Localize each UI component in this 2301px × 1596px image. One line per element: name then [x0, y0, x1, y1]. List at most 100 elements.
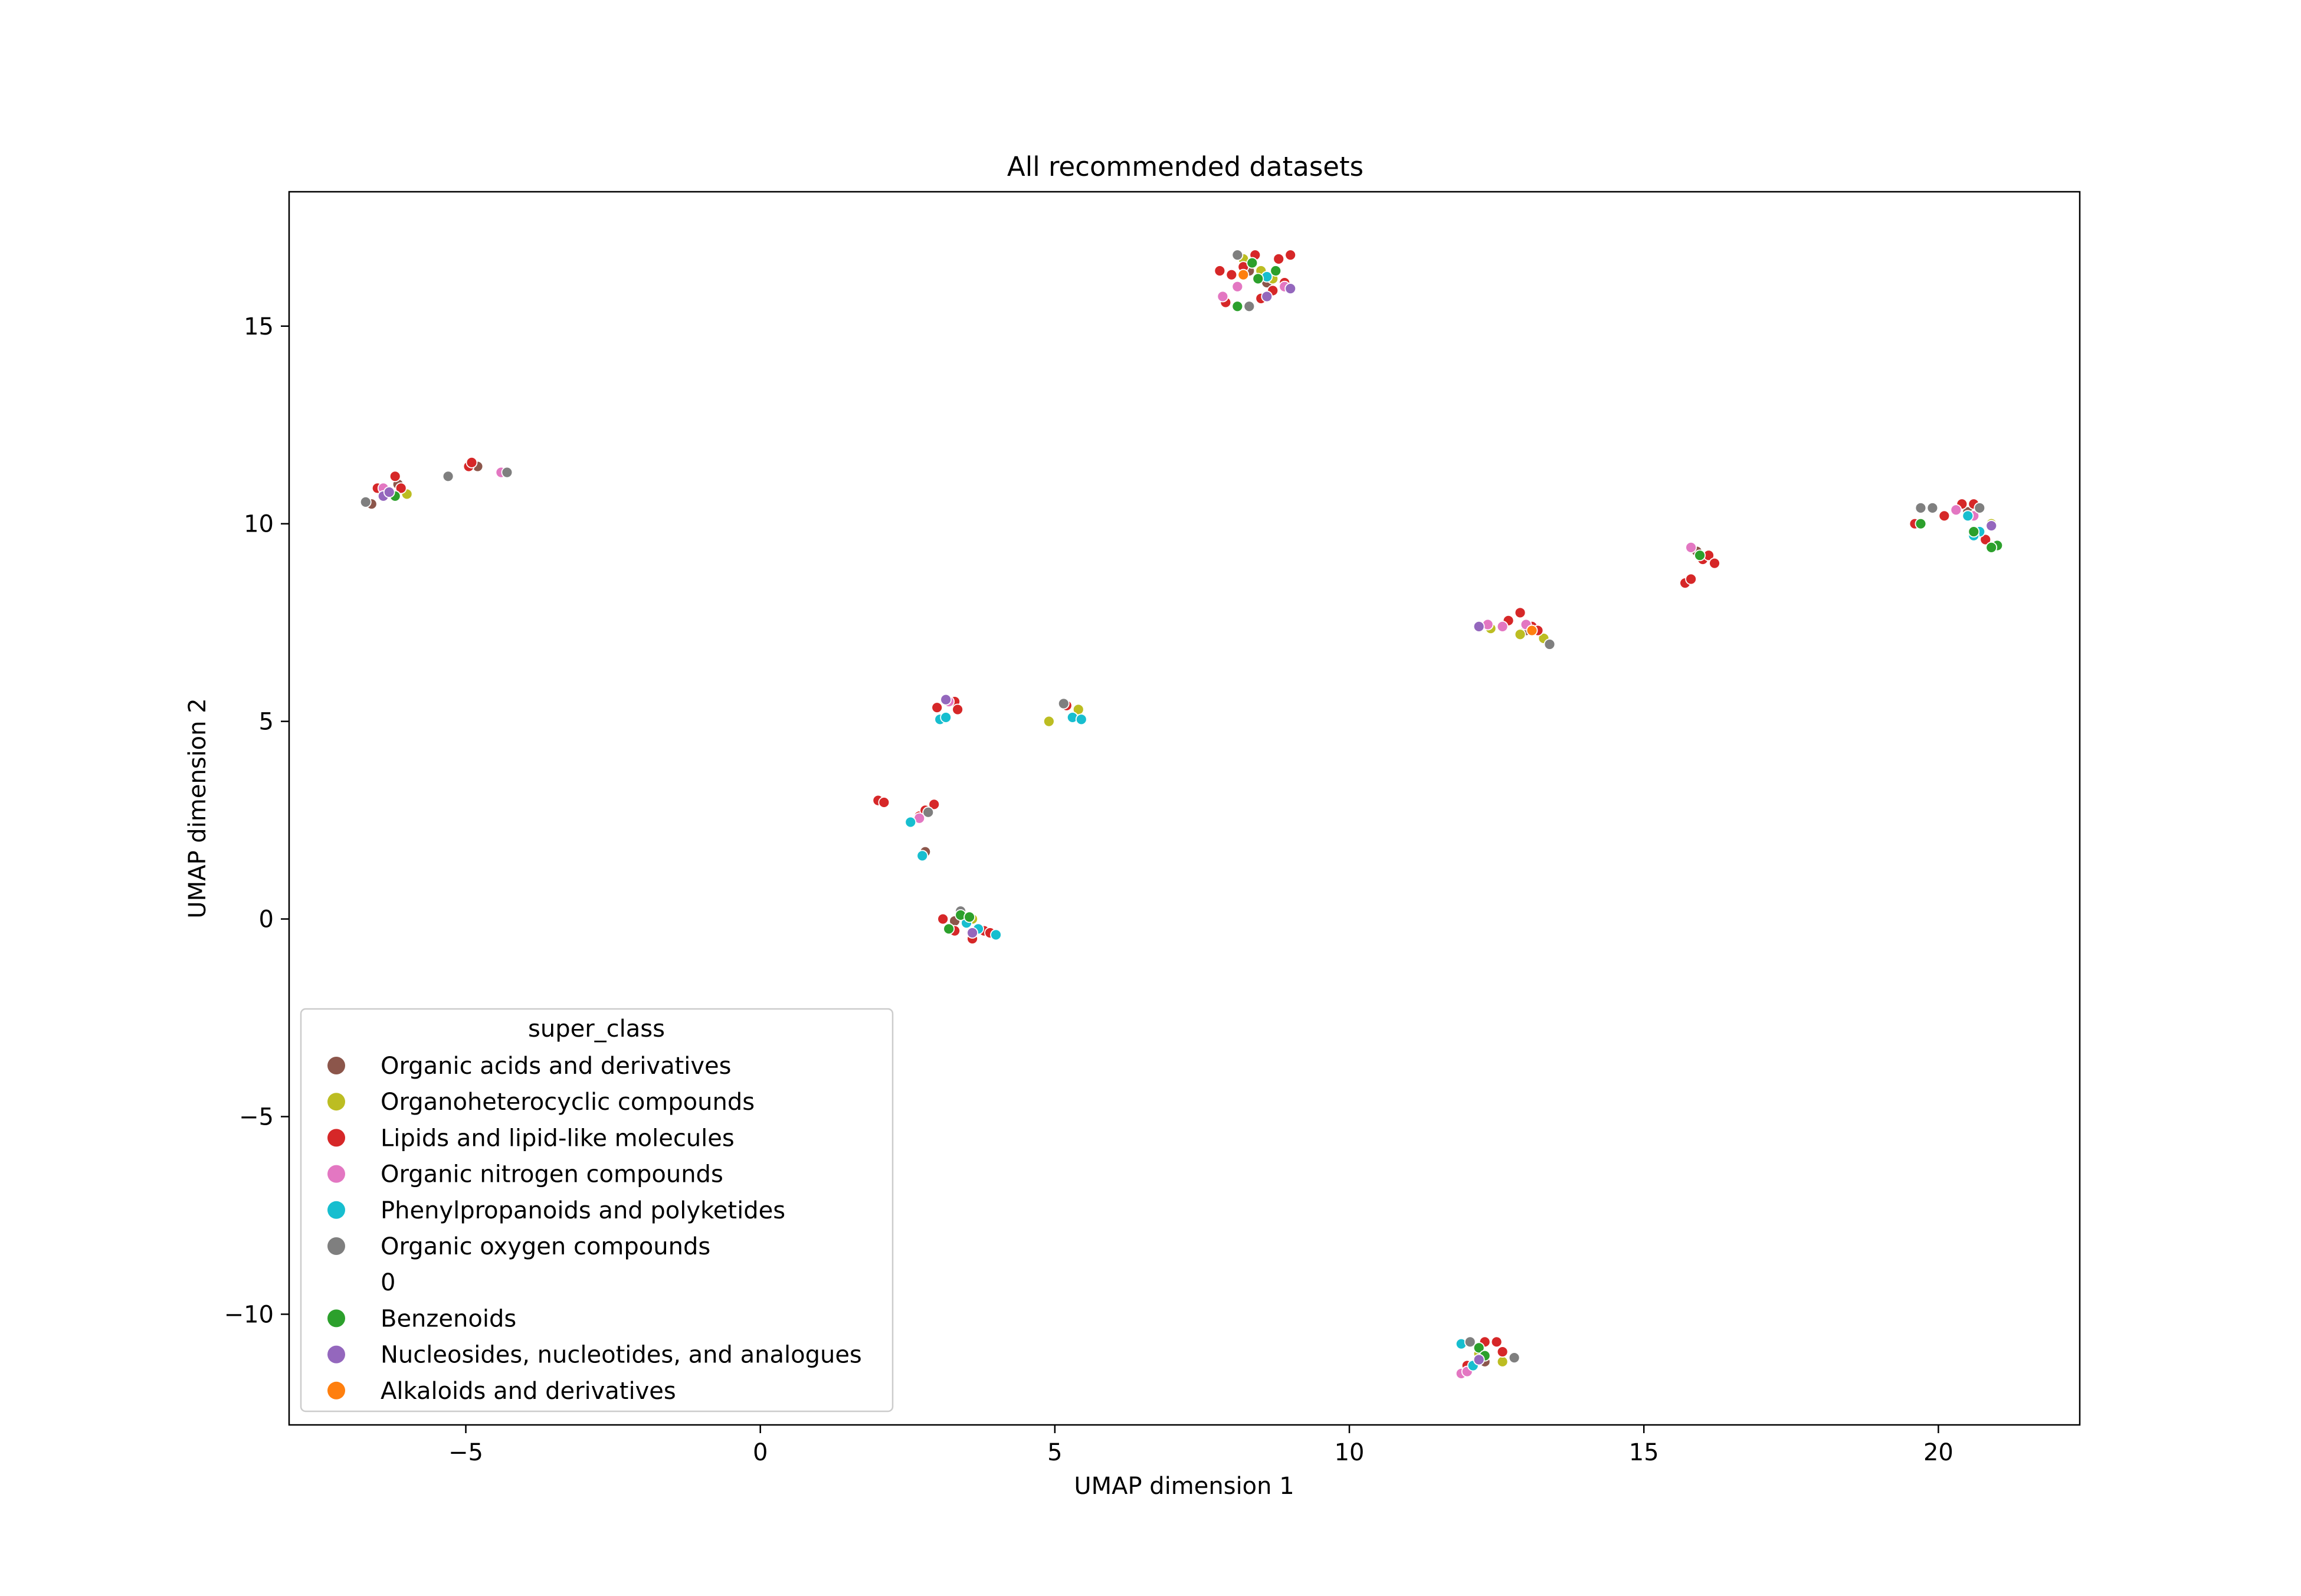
data-point [916, 850, 929, 862]
legend-label: Lipids and lipid-like molecules [381, 1125, 735, 1152]
legend-marker [327, 1129, 345, 1147]
data-point [1237, 268, 1250, 281]
data-point [442, 470, 454, 483]
legend-label: Organic oxygen compounds [381, 1233, 710, 1260]
data-point [1915, 517, 1927, 530]
x-axis: −5 0 5 10 15 20 [448, 1425, 1953, 1466]
data-point [1985, 541, 1998, 553]
legend-marker [327, 1201, 345, 1219]
data-point [940, 693, 952, 706]
data-point [952, 703, 964, 716]
legend-label: Organic acids and derivatives [381, 1053, 732, 1080]
legend-title: super_class [528, 1015, 665, 1043]
x-tick-label: 0 [753, 1439, 768, 1466]
series-group [377, 283, 1998, 1366]
legend-label: Alkaloids and derivatives [381, 1378, 676, 1405]
data-point [1974, 502, 1986, 514]
legend-marker [327, 1345, 345, 1364]
data-point [1231, 249, 1244, 261]
data-point [1526, 624, 1538, 637]
data-point [1246, 257, 1258, 269]
x-tick-label: 10 [1335, 1439, 1365, 1466]
data-point [937, 913, 949, 925]
data-point [1243, 300, 1256, 313]
data-point [1214, 265, 1226, 277]
legend-label: Organic nitrogen compounds [381, 1161, 723, 1188]
data-point [1043, 715, 1055, 727]
data-point [1496, 620, 1509, 632]
data-point [1962, 510, 1974, 522]
data-point [1284, 283, 1297, 295]
legend-label: Phenylpropanoids and polyketides [381, 1197, 785, 1224]
legend-box [300, 1008, 894, 1413]
data-point [466, 456, 478, 468]
data-point [1950, 504, 1962, 516]
data-point [1685, 573, 1697, 585]
y-tick-label: −10 [224, 1301, 274, 1328]
x-axis-label: UMAP dimension 1 [1074, 1473, 1294, 1500]
data-point [878, 797, 890, 808]
y-tick-label: 5 [259, 709, 274, 736]
legend-marker [327, 1381, 345, 1400]
y-axis: −10 −5 0 5 10 15 [224, 313, 289, 1328]
data-point [359, 496, 372, 508]
legend-marker [327, 1309, 345, 1328]
data-point [1225, 268, 1238, 281]
series-group [377, 280, 1980, 1379]
legend-marker [327, 1093, 345, 1111]
data-point [1284, 249, 1297, 261]
data-point [963, 911, 976, 923]
plot-area [288, 191, 2081, 1426]
x-tick-label: 5 [1047, 1439, 1062, 1466]
data-point [1985, 520, 1998, 532]
data-point [943, 923, 955, 935]
data-point [1490, 1336, 1503, 1348]
data-point [1514, 607, 1526, 619]
legend-marker [327, 1165, 345, 1183]
data-point [1075, 713, 1087, 726]
x-tick-label: −5 [448, 1439, 483, 1466]
y-tick-label: 15 [244, 313, 274, 340]
data-point [928, 798, 940, 811]
data-point [966, 927, 978, 939]
legend: super_class Organic acids and derivative… [300, 1008, 894, 1413]
data-point [1231, 300, 1244, 313]
legend-label: Benzenoids [381, 1305, 516, 1332]
data-point [1496, 1355, 1509, 1368]
legend-label: Organoheterocyclic compounds [381, 1089, 755, 1116]
data-point [1508, 1352, 1520, 1364]
data-point [1709, 557, 1720, 569]
data-point [395, 482, 407, 494]
data-points [359, 249, 2004, 1379]
data-point [1514, 628, 1526, 641]
data-point [1926, 502, 1939, 514]
y-tick-label: 10 [244, 511, 274, 538]
data-point [931, 702, 943, 714]
data-point [1543, 638, 1556, 650]
series-group [389, 257, 2004, 1362]
legend-label: Nucleosides, nucleotides, and analogues [381, 1342, 862, 1369]
data-point [383, 486, 395, 499]
data-point [1217, 290, 1229, 303]
legend-entries: Organic acids and derivatives Organoheter… [327, 1053, 862, 1405]
data-point [1496, 1346, 1509, 1358]
data-point [1694, 549, 1706, 562]
data-point [1915, 502, 1927, 514]
data-point [904, 816, 917, 828]
data-point [1473, 1354, 1485, 1366]
data-point [1938, 510, 1951, 522]
series-group [904, 271, 1986, 1372]
chart-title: All recommended datasets [1007, 151, 1363, 182]
data-point [389, 470, 401, 483]
data-point [1473, 1342, 1485, 1354]
data-point [501, 466, 513, 479]
data-point [1261, 290, 1273, 303]
data-point [1464, 1336, 1476, 1348]
data-point [940, 712, 952, 723]
x-tick-label: 20 [1923, 1439, 1953, 1466]
legend-marker [327, 1057, 345, 1074]
series-group [359, 249, 1986, 1364]
y-tick-label: 0 [259, 906, 274, 933]
data-point [990, 929, 1002, 941]
